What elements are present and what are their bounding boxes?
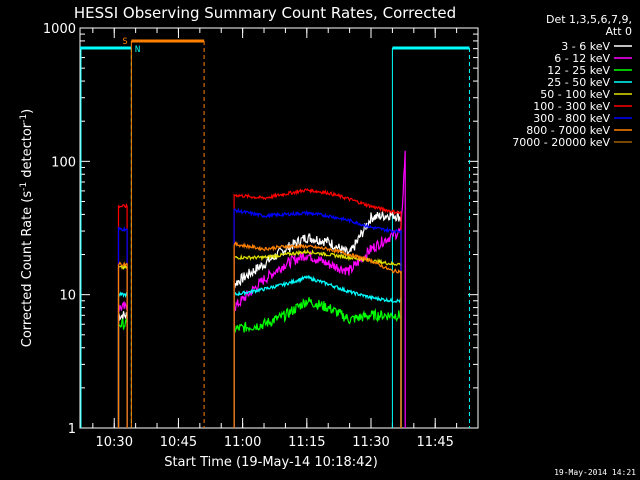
y-tick-label: 1000 [43,22,76,37]
series-line [117,263,128,428]
series-line [233,209,402,428]
legend-entry-label: 100 - 300 keV [533,100,610,113]
legend-entry-label: 3 - 6 keV [561,40,610,53]
series-line [117,202,128,428]
legend-entry-label: 800 - 7000 keV [526,124,610,137]
x-tick-label: 11:15 [288,435,325,450]
x-axis-label: Start Time (19-May-14 10:18:42) [164,455,378,470]
x-tick-label: 11:30 [352,435,389,450]
x-tick-label: 10:45 [160,435,197,450]
x-tick-label: 10:30 [96,435,133,450]
series-line [117,261,128,428]
y-axis-label: Corrected Count Rate (s-1 detector-1) [19,109,35,347]
series-line [233,297,402,428]
x-tick-label: 11:45 [416,435,453,450]
saa-flag-label: S [122,37,127,47]
series-line [233,248,402,428]
series-line [233,188,402,428]
series-line [117,291,128,428]
legend-entry-label: 6 - 12 keV [554,52,610,65]
series-line [233,241,402,428]
y-tick-label: 10 [59,289,76,304]
series-line [117,300,128,428]
series-layer [117,150,406,428]
legend-entry-label: 25 - 50 keV [547,76,610,89]
footer-timestamp: 19-May-2014 14:21 [554,468,636,477]
legend-entry-label: 12 - 25 keV [547,64,610,77]
y-tick-label: 1 [68,422,76,437]
instrument-state-markers: SN [80,37,470,428]
chart-title: HESSI Observing Summary Count Rates, Cor… [74,4,456,22]
legend-header: Att 0 [606,25,632,38]
series-line [233,274,402,428]
series-line [117,225,128,428]
series-line [117,317,128,428]
y-tick-label: 100 [51,155,76,170]
legend-entry-label: 50 - 100 keV [540,88,610,101]
night-flag-label: N [135,45,140,55]
series-line [233,207,402,428]
plot-axes: 1 10 100 1000 10:30 10:45 11:00 11:15 11:30 11:45 [43,22,479,450]
plot-frame [79,27,479,429]
series-line [233,150,406,428]
legend-entry-label: 300 - 800 keV [533,112,610,125]
x-tick-label: 11:00 [224,435,261,450]
legend-entry-label: 7000 - 20000 keV [512,136,610,149]
legend-header: Det 1,3,5,6,7,9, [546,13,632,26]
